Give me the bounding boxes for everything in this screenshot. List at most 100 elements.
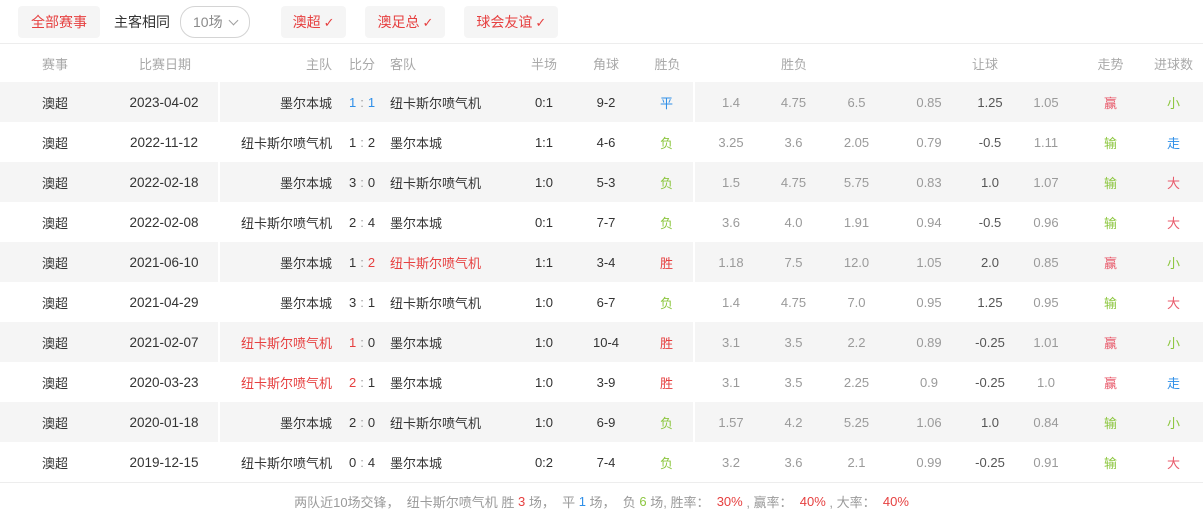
away-team: 墨尔本城 bbox=[390, 455, 443, 471]
date-cell: 2021-04-29 bbox=[110, 282, 220, 322]
goals-badge: 走 bbox=[1166, 135, 1180, 151]
date-cell: 2021-02-07 bbox=[110, 322, 220, 362]
league-filter-button-2[interactable]: 球会友谊 ✓ bbox=[464, 5, 559, 38]
trend-badge: 输 bbox=[1103, 135, 1117, 151]
corner-score: 9-2 bbox=[596, 94, 616, 110]
handicap-loss: 0.91 bbox=[1033, 454, 1059, 470]
handicap-win: 1.05 bbox=[916, 254, 942, 270]
trend-badge: 输 bbox=[1103, 455, 1117, 471]
odds-win: 1.5 bbox=[721, 174, 741, 190]
odds-win: 3.6 bbox=[721, 214, 741, 230]
header-away: 客队 bbox=[390, 56, 417, 72]
header-corner: 角球 bbox=[592, 56, 619, 72]
league-filter-label: 澳足总 bbox=[377, 13, 420, 30]
date-cell: 2020-01-18 bbox=[110, 402, 220, 442]
corner-score: 7-7 bbox=[596, 214, 616, 230]
handicap-line: -0.25 bbox=[975, 454, 1005, 470]
league-cell: 澳超 bbox=[41, 455, 68, 471]
result-badge: 负 bbox=[640, 442, 695, 482]
handicap-line: -0.25 bbox=[975, 374, 1005, 390]
league-filter-button-1[interactable]: 澳足总 ✓ bbox=[365, 5, 446, 38]
corner-score: 7-4 bbox=[596, 454, 616, 470]
summary-segment: 场， 平 bbox=[525, 495, 579, 510]
trend-badge: 赢 bbox=[1103, 375, 1117, 391]
handicap-line: 1.25 bbox=[977, 94, 1003, 110]
half-score: 1:0 bbox=[534, 414, 554, 430]
handicap-loss: 1.05 bbox=[1033, 94, 1059, 110]
summary-segment: 3 bbox=[518, 494, 526, 509]
away-team: 墨尔本城 bbox=[390, 135, 443, 151]
league-filter-button-0[interactable]: 澳超 ✓ bbox=[280, 5, 347, 38]
check-icon: ✓ bbox=[323, 14, 335, 30]
check-icon: ✓ bbox=[422, 14, 434, 30]
away-team: 纽卡斯尔喷气机 bbox=[390, 415, 482, 431]
corner-score: 6-7 bbox=[596, 294, 616, 310]
odds-draw: 4.75 bbox=[780, 294, 807, 310]
handicap-loss: 1.11 bbox=[1033, 134, 1059, 150]
handicap-loss: 0.95 bbox=[1033, 294, 1059, 310]
summary-segment: , 赢率： bbox=[742, 495, 800, 510]
half-score: 1:0 bbox=[534, 294, 554, 310]
corner-score: 4-6 bbox=[596, 134, 616, 150]
odds-win: 1.18 bbox=[718, 254, 744, 270]
match-count-select[interactable]: 10场 bbox=[180, 5, 250, 38]
odds-draw: 3.6 bbox=[784, 134, 803, 150]
result-badge: 负 bbox=[640, 122, 695, 162]
summary-segment: 6 bbox=[639, 494, 647, 509]
table-row: 澳超 2022-02-08 纽卡斯尔喷气机 2:4 墨尔本城 0:1 7-7 负 3.6 4.0 1… bbox=[0, 202, 1203, 242]
half-score: 0:1 bbox=[534, 94, 554, 110]
corner-score: 5-3 bbox=[596, 174, 616, 190]
handicap-loss: 0.96 bbox=[1033, 214, 1059, 230]
odds-draw: 4.75 bbox=[780, 94, 807, 110]
odds-win: 3.25 bbox=[718, 134, 744, 150]
match-count-value: 10场 bbox=[193, 13, 223, 30]
league-cell: 澳超 bbox=[41, 295, 68, 311]
league-cell: 澳超 bbox=[41, 215, 68, 231]
handicap-win: 0.9 bbox=[919, 374, 939, 390]
header-result: 胜负 bbox=[654, 56, 681, 72]
filter-toolbar: 全部赛事 主客相同 10场 澳超 ✓ 澳足总 ✓ 球会友谊 ✓ bbox=[0, 0, 1203, 44]
half-score: 1:1 bbox=[534, 254, 554, 270]
home-team: 纽卡斯尔喷气机 bbox=[240, 135, 332, 151]
score: 1:2 bbox=[348, 134, 376, 150]
home-team: 墨尔本城 bbox=[279, 175, 332, 191]
date-cell: 2023-04-02 bbox=[110, 82, 220, 122]
league-cell: 澳超 bbox=[41, 255, 68, 271]
trend-badge: 赢 bbox=[1103, 95, 1117, 111]
trend-badge: 输 bbox=[1103, 295, 1117, 311]
handicap-win: 0.99 bbox=[916, 454, 942, 470]
odds-loss: 2.05 bbox=[843, 134, 870, 150]
odds-win: 3.2 bbox=[721, 454, 741, 470]
home-team: 纽卡斯尔喷气机 bbox=[240, 375, 332, 391]
chevron-down-icon bbox=[228, 15, 239, 25]
trend-badge: 输 bbox=[1103, 415, 1117, 431]
same-home-away-button[interactable]: 主客相同 bbox=[114, 13, 170, 30]
odds-draw: 3.5 bbox=[784, 374, 803, 390]
home-team: 纽卡斯尔喷气机 bbox=[240, 215, 332, 231]
odds-win: 1.57 bbox=[718, 414, 744, 430]
table-row: 澳超 2021-04-29 墨尔本城 3:1 纽卡斯尔喷气机 1:0 6-7 负 1.4 4.75… bbox=[0, 282, 1203, 322]
all-matches-button[interactable]: 全部赛事 bbox=[18, 5, 100, 38]
header-date: 比赛日期 bbox=[138, 56, 191, 72]
header-odds: 胜负 bbox=[780, 56, 807, 72]
score: 3:0 bbox=[348, 174, 376, 190]
odds-loss: 2.25 bbox=[843, 374, 870, 390]
handicap-win: 1.06 bbox=[916, 414, 942, 430]
goals-badge: 小 bbox=[1166, 415, 1180, 431]
table-row: 澳超 2019-12-15 纽卡斯尔喷气机 0:4 墨尔本城 0:2 7-4 负 3.2 3.6 2… bbox=[0, 442, 1203, 482]
handicap-win: 0.94 bbox=[916, 214, 942, 230]
goals-badge: 大 bbox=[1166, 175, 1180, 191]
odds-loss: 7.0 bbox=[847, 294, 866, 310]
odds-draw: 4.2 bbox=[784, 414, 803, 430]
score: 2:4 bbox=[348, 214, 376, 230]
handicap-line: 2.0 bbox=[980, 254, 1000, 270]
table-header: 赛事 比赛日期 主队 比分 客队 半场 角球 胜负 胜负 让球 走势 进球数 bbox=[0, 44, 1203, 82]
goals-badge: 小 bbox=[1166, 255, 1180, 271]
corner-score: 6-9 bbox=[596, 414, 616, 430]
goals-badge: 大 bbox=[1166, 455, 1180, 471]
league-cell: 澳超 bbox=[41, 135, 68, 151]
odds-loss: 12.0 bbox=[843, 254, 870, 270]
odds-win: 3.1 bbox=[721, 334, 741, 350]
home-team: 墨尔本城 bbox=[279, 95, 332, 111]
handicap-loss: 0.84 bbox=[1033, 414, 1059, 430]
